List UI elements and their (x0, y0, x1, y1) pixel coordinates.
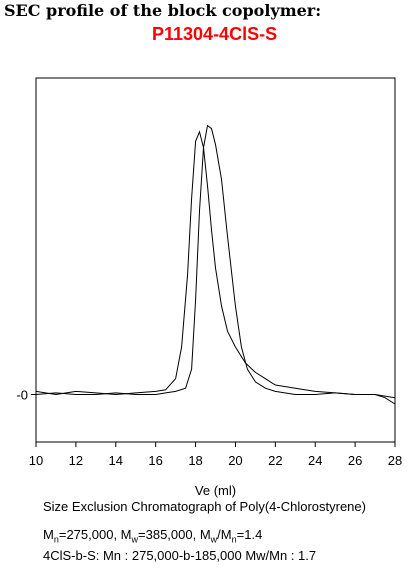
mn-label: M (43, 527, 54, 542)
mn-value: =275,000, (58, 527, 121, 542)
mw-subscript: w (131, 534, 139, 545)
x-tick-label: 28 (388, 453, 402, 468)
plot-frame (35, 77, 396, 443)
x-tick-label: 14 (109, 453, 123, 468)
pdi-subscript: w (210, 534, 218, 545)
x-tick-label: 16 (148, 453, 162, 468)
x-tick-label: 20 (228, 453, 242, 468)
series-layer (35, 124, 396, 405)
chart-caption: Size Exclusion Chromatograph of Poly(4-C… (43, 499, 366, 514)
x-tick-label: 10 (29, 453, 43, 468)
mw-label: M (120, 527, 132, 542)
x-tick-label: 26 (348, 453, 362, 468)
x-tick-label: 18 (188, 453, 202, 468)
pdi-label: M (199, 527, 211, 542)
sample-id: P11304-4ClS-S (152, 24, 278, 44)
x-tick-label: 24 (308, 453, 322, 468)
x-tick-label: 22 (268, 453, 282, 468)
y-tick-label: -0 (16, 388, 28, 403)
series-line-1 (35, 130, 396, 405)
y-axis: -0 (16, 388, 36, 403)
pdi-slash: /M (217, 527, 232, 542)
x-axis: 10 12 14 16 18 20 22 24 26 28 (29, 442, 402, 468)
block-copolymer-stats: 4ClS-b-S: Mn : 275,000-b-185,000 Mw/Mn :… (43, 548, 317, 563)
pdi-value: =1.4 (236, 527, 263, 542)
pdi-subscript-2: n (231, 534, 237, 545)
x-tick-label: 12 (69, 453, 83, 468)
mn-subscript: n (53, 534, 59, 545)
molecular-weight-stats: Mn=275,000, Mw=385,000, Mw/Mn=1.4 (43, 527, 262, 545)
page-title: SEC profile of the block copolymer: (4, 1, 322, 20)
mw-value: =385,000, (138, 527, 200, 542)
series-line-2 (35, 124, 396, 399)
x-axis-label: Ve (ml) (195, 483, 236, 498)
sec-chart: 10 12 14 16 18 20 22 24 26 28 -0 Ve (ml) (16, 77, 402, 498)
